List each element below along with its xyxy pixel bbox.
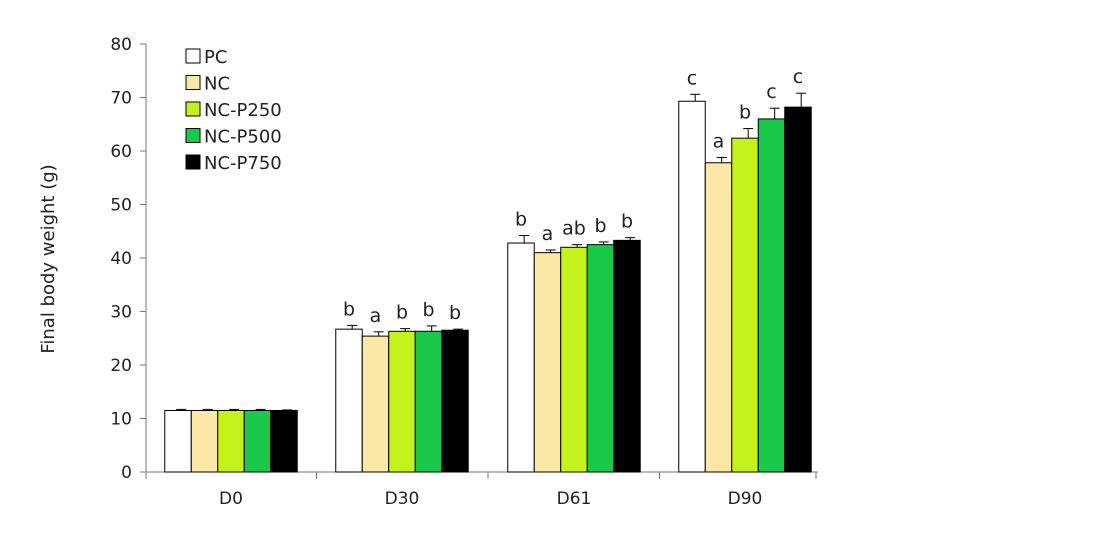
significance-label: c	[793, 66, 803, 88]
bar-pc-d61	[507, 242, 535, 473]
bar-nc-p500-d30	[414, 330, 443, 473]
legend-label: NC	[204, 74, 230, 95]
significance-label: b	[739, 102, 751, 124]
bar-nc-p750-d30	[441, 329, 469, 473]
significance-label: a	[713, 130, 725, 152]
bar-nc-p750-d61	[613, 239, 641, 473]
y-tick-label: 50	[110, 196, 132, 216]
legend-label: PC	[204, 47, 227, 68]
bar-nc-p500-d0	[243, 409, 272, 473]
y-tick-label: 30	[110, 303, 132, 323]
x-tick-label: D90	[728, 489, 763, 509]
significance-label: b	[396, 302, 408, 324]
significance-label: b	[594, 215, 606, 237]
bar-nc-p250-d90	[731, 137, 759, 473]
significance-label: c	[687, 67, 697, 89]
significance-label: b	[515, 209, 527, 231]
significance-label: a	[370, 305, 382, 327]
bar-nc-p500-d90	[757, 118, 786, 473]
legend-label: NC-P750	[204, 153, 282, 174]
legend-label: NC-P500	[204, 127, 282, 148]
significance-label: c	[766, 81, 776, 103]
bar-pc-d90	[678, 100, 706, 473]
x-axis: D0 D30 D61 D90	[145, 471, 818, 509]
legend-swatch-nc	[185, 75, 201, 90]
bar-nc-d61	[533, 252, 562, 473]
bar-nc-p250-d0	[217, 409, 245, 473]
legend-swatch-nc-p500	[185, 128, 201, 143]
significance-label: b	[422, 299, 434, 321]
bar-nc-p750-d0	[270, 409, 298, 473]
y-tick-label: 80	[110, 35, 132, 55]
legend-swatch-nc-p750	[185, 154, 201, 170]
y-tick-label: 20	[110, 356, 132, 376]
legend-swatch-pc	[185, 48, 201, 64]
y-tick-label: 70	[110, 89, 132, 109]
y-tick-label: 60	[110, 142, 132, 162]
legend: PC NC NC-P250 NC-P500 NC-P750	[185, 47, 282, 174]
bar-nc-p250-d30	[388, 330, 416, 473]
bar-nc-d0	[190, 409, 219, 473]
bar-nc-p500-d61	[586, 244, 615, 473]
y-axis-title: Final body weight (g)	[38, 164, 59, 353]
y-tick-label: 0	[121, 463, 132, 483]
bar-nc-p750-d90	[784, 106, 812, 473]
y-tick-label: 10	[110, 410, 132, 430]
y-axis: 0 10 20 30 40 50 60 70 80	[110, 35, 147, 483]
significance-label: b	[449, 302, 461, 324]
bar-nc-p250-d61	[560, 246, 588, 473]
significance-label: b	[621, 211, 633, 233]
bars	[164, 92, 812, 473]
bar-nc-d90	[704, 162, 733, 473]
legend-label: NC-P250	[204, 100, 282, 121]
x-tick-label: D61	[557, 489, 592, 509]
bar-pc-d0	[164, 409, 192, 473]
significance-label: b	[343, 298, 355, 320]
significance-label: a	[542, 223, 554, 245]
bar-pc-d30	[335, 328, 363, 473]
significance-label: ab	[562, 218, 586, 240]
x-tick-label: D30	[385, 489, 420, 509]
legend-swatch-nc-p250	[185, 101, 201, 117]
x-tick-label: D0	[219, 489, 243, 509]
bar-nc-d30	[361, 335, 390, 473]
y-tick-label: 40	[110, 249, 132, 269]
